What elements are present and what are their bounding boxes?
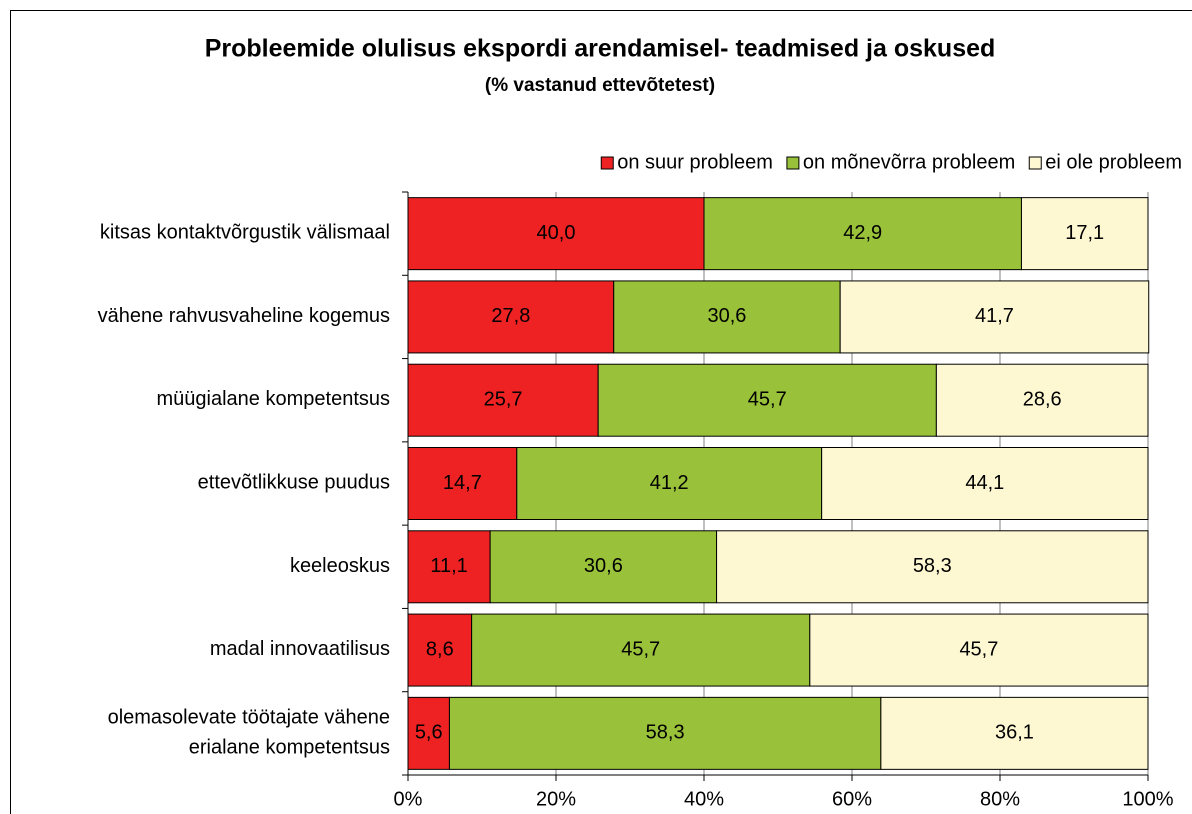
data-label: 58,3: [913, 555, 952, 577]
bar-segment: [407, 613, 473, 687]
data-label: 17,1: [1065, 222, 1104, 244]
bar-segment: [839, 280, 1150, 354]
legend: on suur probleem on mõnevõrra probleem ei …: [600, 151, 1182, 173]
data-label: 25,7: [484, 388, 523, 410]
data-label: 14,7: [443, 472, 482, 494]
data-label: 42,9: [843, 222, 882, 244]
y-tick-label-line: madal innovaatilisus: [210, 638, 390, 660]
legend-label: on suur probleem: [617, 151, 773, 173]
bar-segment: [809, 613, 1149, 687]
legend-swatch: [786, 156, 800, 170]
data-label: 8,6: [426, 638, 454, 660]
bar-segment: [1020, 197, 1149, 271]
bar-segment: [613, 280, 841, 354]
data-label: 5,6: [415, 722, 443, 744]
data-label: 40,0: [537, 222, 576, 244]
bar-segment: [407, 363, 599, 437]
y-tick-label-line: kitsas kontaktvõrgustik välismaal: [100, 222, 390, 244]
bar-segment: [516, 447, 823, 520]
bar-segment: [448, 696, 882, 770]
data-label: 44,1: [965, 472, 1004, 494]
legend-swatch: [1028, 156, 1042, 170]
data-label: 30,6: [707, 305, 746, 327]
x-tick-label: 20%: [536, 788, 576, 810]
data-label: 28,6: [1023, 388, 1062, 410]
bar-segment: [407, 280, 615, 354]
bar-segment: [880, 696, 1149, 770]
y-tick-label: müügialane kompetentsus: [157, 388, 390, 410]
y-tick-label: kitsas kontaktvõrgustik välismaal: [100, 222, 390, 244]
x-tick-label: 40%: [684, 788, 724, 810]
bar-segment: [703, 197, 1022, 271]
bar-segment: [597, 363, 937, 437]
bar-segment: [407, 530, 491, 604]
bar-segment: [821, 447, 1149, 520]
x-tick-label: 0%: [394, 788, 423, 810]
legend-label: ei ole probleem: [1045, 151, 1182, 173]
bar-segment: [716, 530, 1149, 604]
data-label: 45,7: [621, 638, 660, 660]
bar-segment: [407, 197, 705, 271]
x-tick-label: 100%: [1122, 788, 1173, 810]
chart-title: Probleemide olulisus ekspordi arendamise…: [205, 35, 996, 63]
y-tick-label-line: vähene rahvusvaheline kogemus: [98, 305, 390, 327]
y-tick-label-line: olemasolevate töötajate vähene: [108, 707, 390, 729]
data-label: 58,3: [646, 722, 685, 744]
data-label: 41,7: [975, 305, 1014, 327]
y-tick-label-line: keeleoskus: [290, 555, 390, 577]
bar-segment: [471, 613, 811, 687]
data-label: 27,8: [491, 305, 530, 327]
data-label: 36,1: [995, 722, 1034, 744]
data-label: 30,6: [584, 555, 623, 577]
data-label: 45,7: [748, 388, 787, 410]
legend-label: on mõnevõrra probleem: [803, 151, 1015, 173]
chart-subtitle: (% vastanud ettevõtetest): [485, 75, 715, 96]
data-label: 41,2: [650, 472, 689, 494]
bar-segment: [407, 696, 450, 770]
y-tick-label: keeleoskus: [290, 555, 390, 577]
y-tick-label: ettevõtlikkuse puudus: [198, 472, 390, 494]
y-tick-label: vähene rahvusvaheline kogemus: [98, 305, 390, 327]
y-tick-label-line: müügialane kompetentsus: [157, 388, 390, 410]
y-tick-label: olemasolevate töötajate vähene erialane k…: [108, 707, 390, 759]
x-tick-label: 80%: [980, 788, 1020, 810]
data-label: 11,1: [430, 555, 467, 577]
y-tick-label: madal innovaatilisus: [210, 638, 390, 660]
y-tick-label-line: erialane kompetentsus: [189, 737, 390, 759]
x-tick-label: 60%: [832, 788, 872, 810]
data-label: 45,7: [959, 638, 998, 660]
y-tick-label-line: ettevõtlikkuse puudus: [198, 472, 390, 494]
bar-segment: [489, 530, 718, 604]
bar-segment: [935, 363, 1149, 437]
legend-swatch: [600, 156, 614, 170]
